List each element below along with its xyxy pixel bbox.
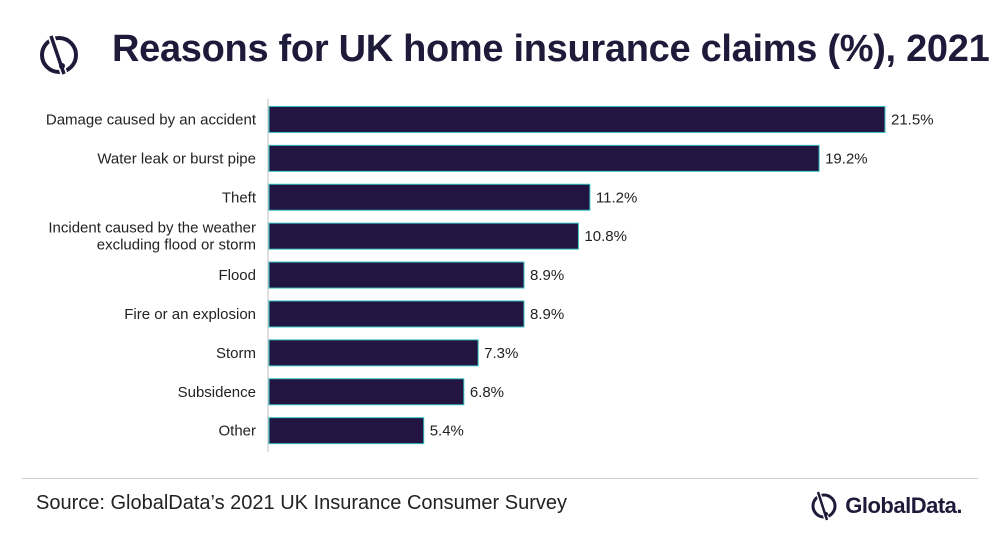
category-label: Damage caused by an accident [46,111,257,128]
value-label: 11.2% [596,189,637,206]
category-label: Fire or an explosion [124,306,256,323]
source-note: Source: GlobalData’s 2021 UK Insurance C… [36,492,568,514]
chart-title: Reasons for UK home insurance claims (%)… [112,28,990,70]
value-label: 7.3% [484,345,518,362]
bar [268,222,579,250]
category-label-line: Flood [218,267,256,284]
value-label: 5.4% [430,423,464,440]
bar [268,144,820,172]
category-label: Subsidence [178,384,256,401]
bar [268,339,479,367]
category-label-line: excluding flood or storm [97,237,256,254]
bar [268,261,525,289]
bar [268,378,465,406]
category-label: Flood [218,267,256,284]
category-label: Incident caused by the weather excluding … [48,220,256,254]
category-label-line: Incident caused by the weather [48,220,256,237]
bar [268,183,591,211]
category-label: Storm [216,345,256,362]
value-label: 6.8% [470,384,504,401]
category-label-line: Other [218,423,256,440]
category-label-line: Water leak or burst pipe [97,150,256,167]
bar-chart: 21.5% Damage caused by an accident 19.2% Wa… [46,99,934,452]
category-label-line: Theft [222,189,257,206]
globaldata-brand-icon [811,491,837,521]
bar [268,417,425,445]
globaldata-logo-icon [40,34,78,76]
category-label: Theft [222,189,257,206]
bar [268,105,886,133]
brand-name: GlobalData. [845,493,962,518]
value-label: 8.9% [530,306,564,323]
value-label: 8.9% [530,267,564,284]
footer-divider [22,478,978,479]
category-label-line: Storm [216,345,256,362]
category-label-line: Damage caused by an accident [46,111,257,128]
value-label: 21.5% [891,111,934,128]
value-label: 10.8% [584,228,627,245]
brand-logo: GlobalData. [809,490,962,522]
category-label: Other [218,423,256,440]
bar [268,300,525,328]
category-label-line: Fire or an explosion [124,306,256,323]
category-label: Water leak or burst pipe [97,150,256,167]
value-label: 19.2% [825,150,868,167]
category-label-line: Subsidence [178,384,256,401]
